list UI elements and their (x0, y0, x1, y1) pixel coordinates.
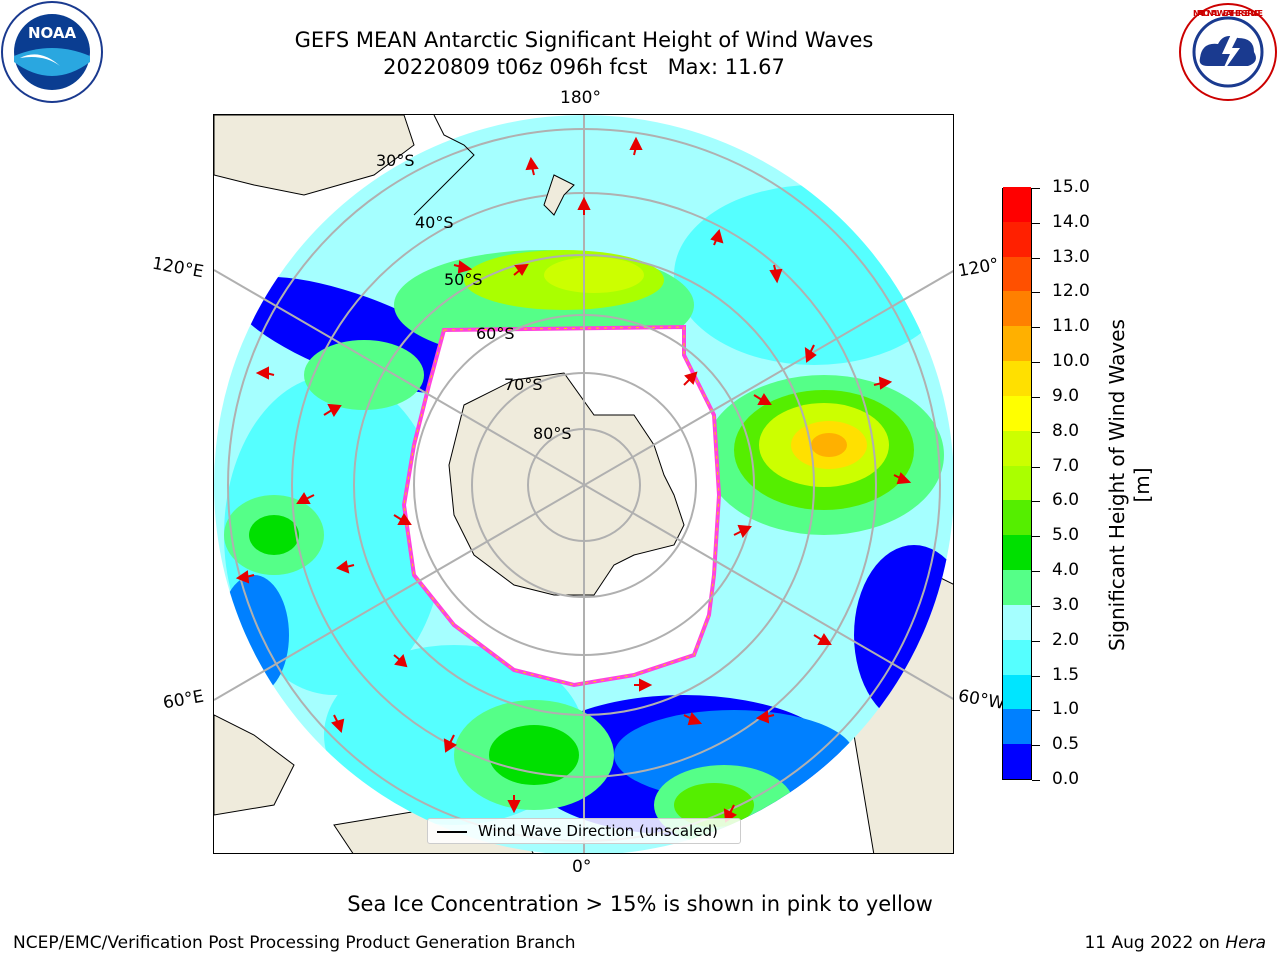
colorbar-tick-label: 8.0 (1052, 420, 1080, 441)
colorbar-tick (1032, 362, 1040, 364)
colorbar-tick (1032, 710, 1040, 712)
colorbar-tick-label: 14.0 (1052, 211, 1090, 232)
colorbar-tick-label: 1.0 (1052, 699, 1080, 720)
colorbar-tick (1032, 327, 1040, 329)
colorbar-tick-label: 13.0 (1052, 246, 1090, 267)
colorbar-tick-label: 15.0 (1052, 177, 1090, 197)
colorbar-tick-label: 0.0 (1052, 769, 1080, 789)
colorbar-segment (1003, 290, 1031, 327)
colorbar-tick-label: 9.0 (1052, 385, 1080, 406)
colorbar-segment (1003, 604, 1031, 640)
colorbar-tick (1032, 745, 1040, 747)
colorbar-tick (1032, 188, 1040, 189)
colorbar-segment (1003, 743, 1031, 779)
colorbar-tick (1032, 501, 1040, 503)
legend-line-swatch (437, 831, 467, 833)
lat-label-40S: 40°S (415, 213, 454, 232)
colorbar-tick (1032, 466, 1040, 468)
colorbar-segment (1003, 430, 1031, 466)
colorbar-segment (1003, 569, 1031, 605)
lon-label-180: 180° (560, 88, 601, 108)
colorbar-segment (1003, 395, 1031, 431)
colorbar-tick (1032, 640, 1040, 642)
lon-label-60W: 60°W (956, 686, 1007, 714)
colorbar-tick-label: 2.0 (1052, 629, 1080, 650)
colorbar (1002, 186, 1032, 780)
colorbar-tick-label: 0.5 (1052, 734, 1080, 755)
colorbar-tick-label: 4.0 (1052, 560, 1080, 581)
colorbar-tick (1032, 431, 1040, 433)
branch-credit: NCEP/EMC/Verification Post Processing Pr… (13, 933, 576, 953)
colorbar-segment (1003, 499, 1031, 536)
wind-wave-arrows (235, 136, 912, 823)
lon-label-60E: 60°E (161, 686, 206, 714)
colorbar-segment (1003, 186, 1031, 222)
lat-label-80S: 80°S (533, 424, 572, 443)
colorbar-tick-label: 12.0 (1052, 281, 1090, 302)
colorbar-tick-label: 3.0 (1052, 594, 1080, 615)
noaa-logo: NOAA (0, 0, 104, 104)
svg-text:NATIONAL WEATHER SERVICE: NATIONAL WEATHER SERVICE (1193, 9, 1263, 18)
legend-label: Wind Wave Direction (unscaled) (478, 822, 718, 840)
sea-ice-note: Sea Ice Concentration > 15% is shown in … (347, 892, 933, 916)
colorbar-segment (1003, 534, 1031, 571)
colorbar-tick (1032, 222, 1040, 224)
chart-title: GEFS MEAN Antarctic Significant Height o… (294, 28, 874, 52)
lon-label-120E: 120°E (150, 253, 206, 283)
svg-text:NOAA: NOAA (28, 24, 77, 42)
colorbar-tick (1032, 396, 1040, 398)
nws-logo: NATIONAL WEATHER SERVICE (1178, 2, 1278, 102)
colorbar-tick-label: 6.0 (1052, 490, 1080, 511)
colorbar-tick-label: 1.5 (1052, 664, 1080, 685)
lat-label-50S: 50°S (444, 270, 483, 289)
lat-label-70S: 70°S (504, 375, 543, 394)
colorbar-tick (1032, 292, 1040, 294)
run-date: 11 Aug 2022 on Hera (1084, 933, 1266, 953)
colorbar-segment (1003, 256, 1031, 292)
map-legend: Wind Wave Direction (unscaled) (427, 818, 741, 844)
lat-label-30S: 30°S (376, 151, 415, 170)
colorbar-tick (1032, 605, 1040, 607)
colorbar-tick (1032, 536, 1040, 538)
run-date-text: 11 Aug 2022 on (1084, 933, 1220, 953)
colorbar-segment (1003, 708, 1031, 745)
colorbar-tick-label: 5.0 (1052, 525, 1080, 546)
colorbar-segment (1003, 465, 1031, 501)
colorbar-tick-label: 10.0 (1052, 351, 1090, 372)
colorbar-tick (1032, 257, 1040, 259)
colorbar-segment (1003, 674, 1031, 710)
colorbar-tick (1032, 571, 1040, 573)
lon-label-120W: 120° (956, 254, 1001, 282)
colorbar-tick-label: 11.0 (1052, 316, 1090, 337)
lon-label-0: 0° (572, 857, 592, 877)
chart-subtitle: 20220809 t06z 096h fcst Max: 11.67 (383, 55, 785, 79)
colorbar-segment (1003, 360, 1031, 396)
map-canvas (214, 115, 953, 853)
colorbar-segment (1003, 639, 1031, 675)
colorbar-tick (1032, 780, 1040, 781)
lat-label-60S: 60°S (476, 324, 515, 343)
colorbar-tick (1032, 675, 1040, 677)
run-host: Hera (1225, 933, 1266, 953)
colorbar-title: Significant Height of Wind Waves [m] (1105, 319, 1154, 651)
polar-map (213, 114, 954, 854)
colorbar-segment (1003, 221, 1031, 257)
colorbar-segment (1003, 325, 1031, 362)
colorbar-tick-label: 7.0 (1052, 455, 1080, 476)
